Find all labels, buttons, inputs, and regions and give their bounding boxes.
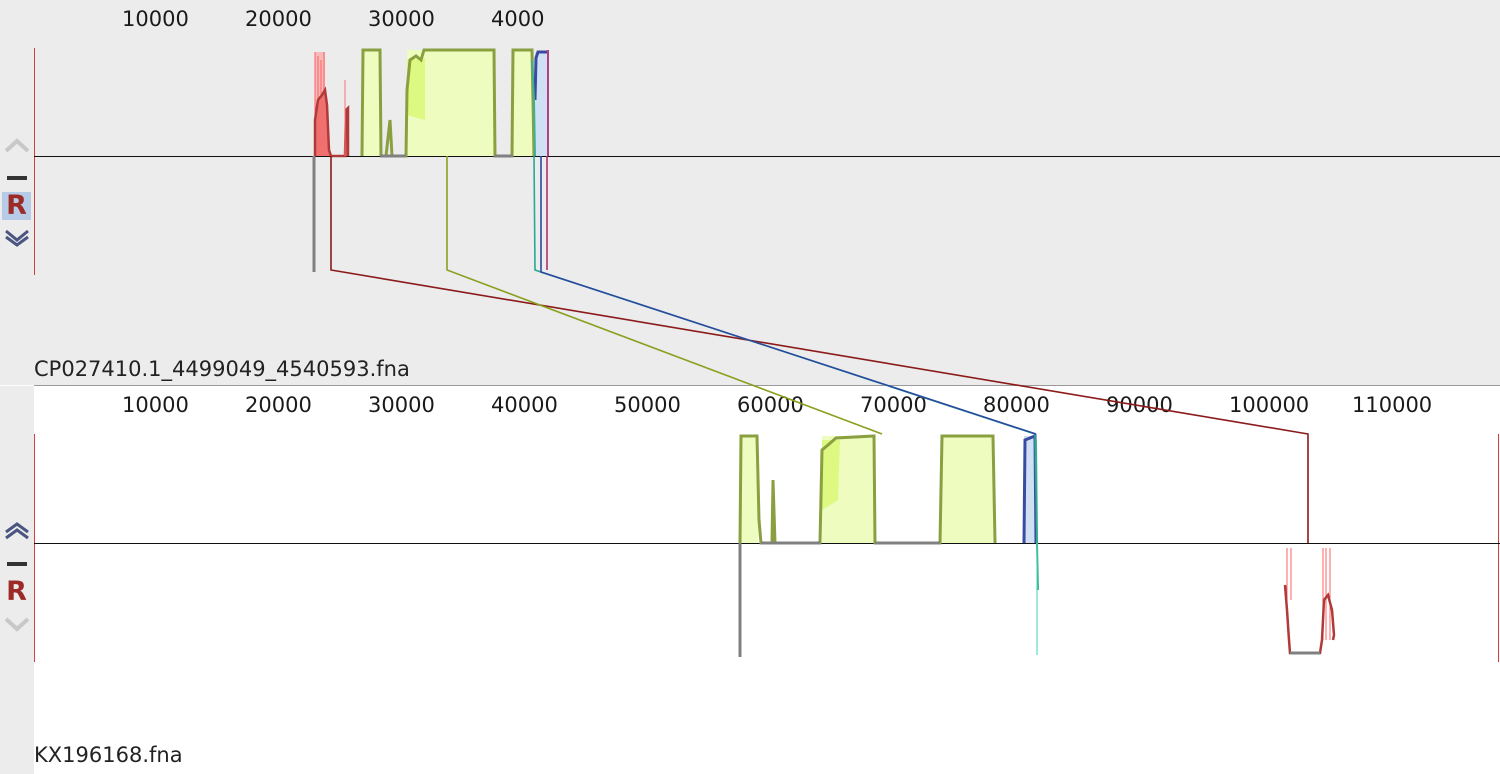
tick-label: 60000 [737, 393, 804, 417]
tick-label: 30000 [368, 393, 435, 417]
genome-name-top: CP027410.1_4499049_4540593.fna [34, 357, 410, 381]
lcb-blocks-top[interactable] [312, 48, 549, 272]
sequence-controls-bottom [0, 386, 34, 774]
ruler-top: 10000 20000 30000 4000 [122, 7, 544, 31]
tick-label: 10000 [122, 393, 189, 417]
tick-label: 20000 [245, 7, 312, 31]
reverse-complement-button[interactable]: R [2, 192, 31, 220]
genome-panel-bottom[interactable] [34, 386, 1500, 774]
lcb-link-red [330, 156, 1309, 543]
tick-label: 70000 [860, 393, 927, 417]
tick-label: 4000 [491, 7, 544, 31]
chevron-down-icon[interactable] [4, 229, 30, 247]
chevron-up-icon[interactable] [4, 137, 30, 153]
chevron-down-icon[interactable] [4, 616, 30, 632]
lcb-link-blue [540, 156, 1037, 435]
ruler-bottom: 10000 20000 30000 40000 50000 60000 7000… [122, 393, 1432, 417]
tick-label: 100000 [1229, 393, 1309, 417]
tick-label: 40000 [491, 393, 558, 417]
genome-panel-top[interactable] [34, 0, 1500, 385]
chevron-up-icon[interactable] [4, 522, 30, 540]
genome-name-bottom: KX196168.fna [34, 743, 183, 767]
zoom-out-icon[interactable] [7, 562, 27, 566]
tick-label: 80000 [983, 393, 1050, 417]
tick-label: 10000 [122, 7, 189, 31]
reverse-complement-button[interactable]: R [6, 576, 27, 607]
lcb-links [330, 155, 1309, 544]
lcb-blocks-bottom[interactable] [738, 433, 1336, 657]
panel-divider [34, 385, 1500, 386]
tick-label: 30000 [368, 7, 435, 31]
tick-label: 50000 [614, 393, 681, 417]
zoom-out-icon[interactable] [7, 176, 27, 180]
lcb-link-olive [446, 156, 883, 435]
tick-label: 110000 [1352, 393, 1432, 417]
tick-label: 20000 [245, 393, 312, 417]
